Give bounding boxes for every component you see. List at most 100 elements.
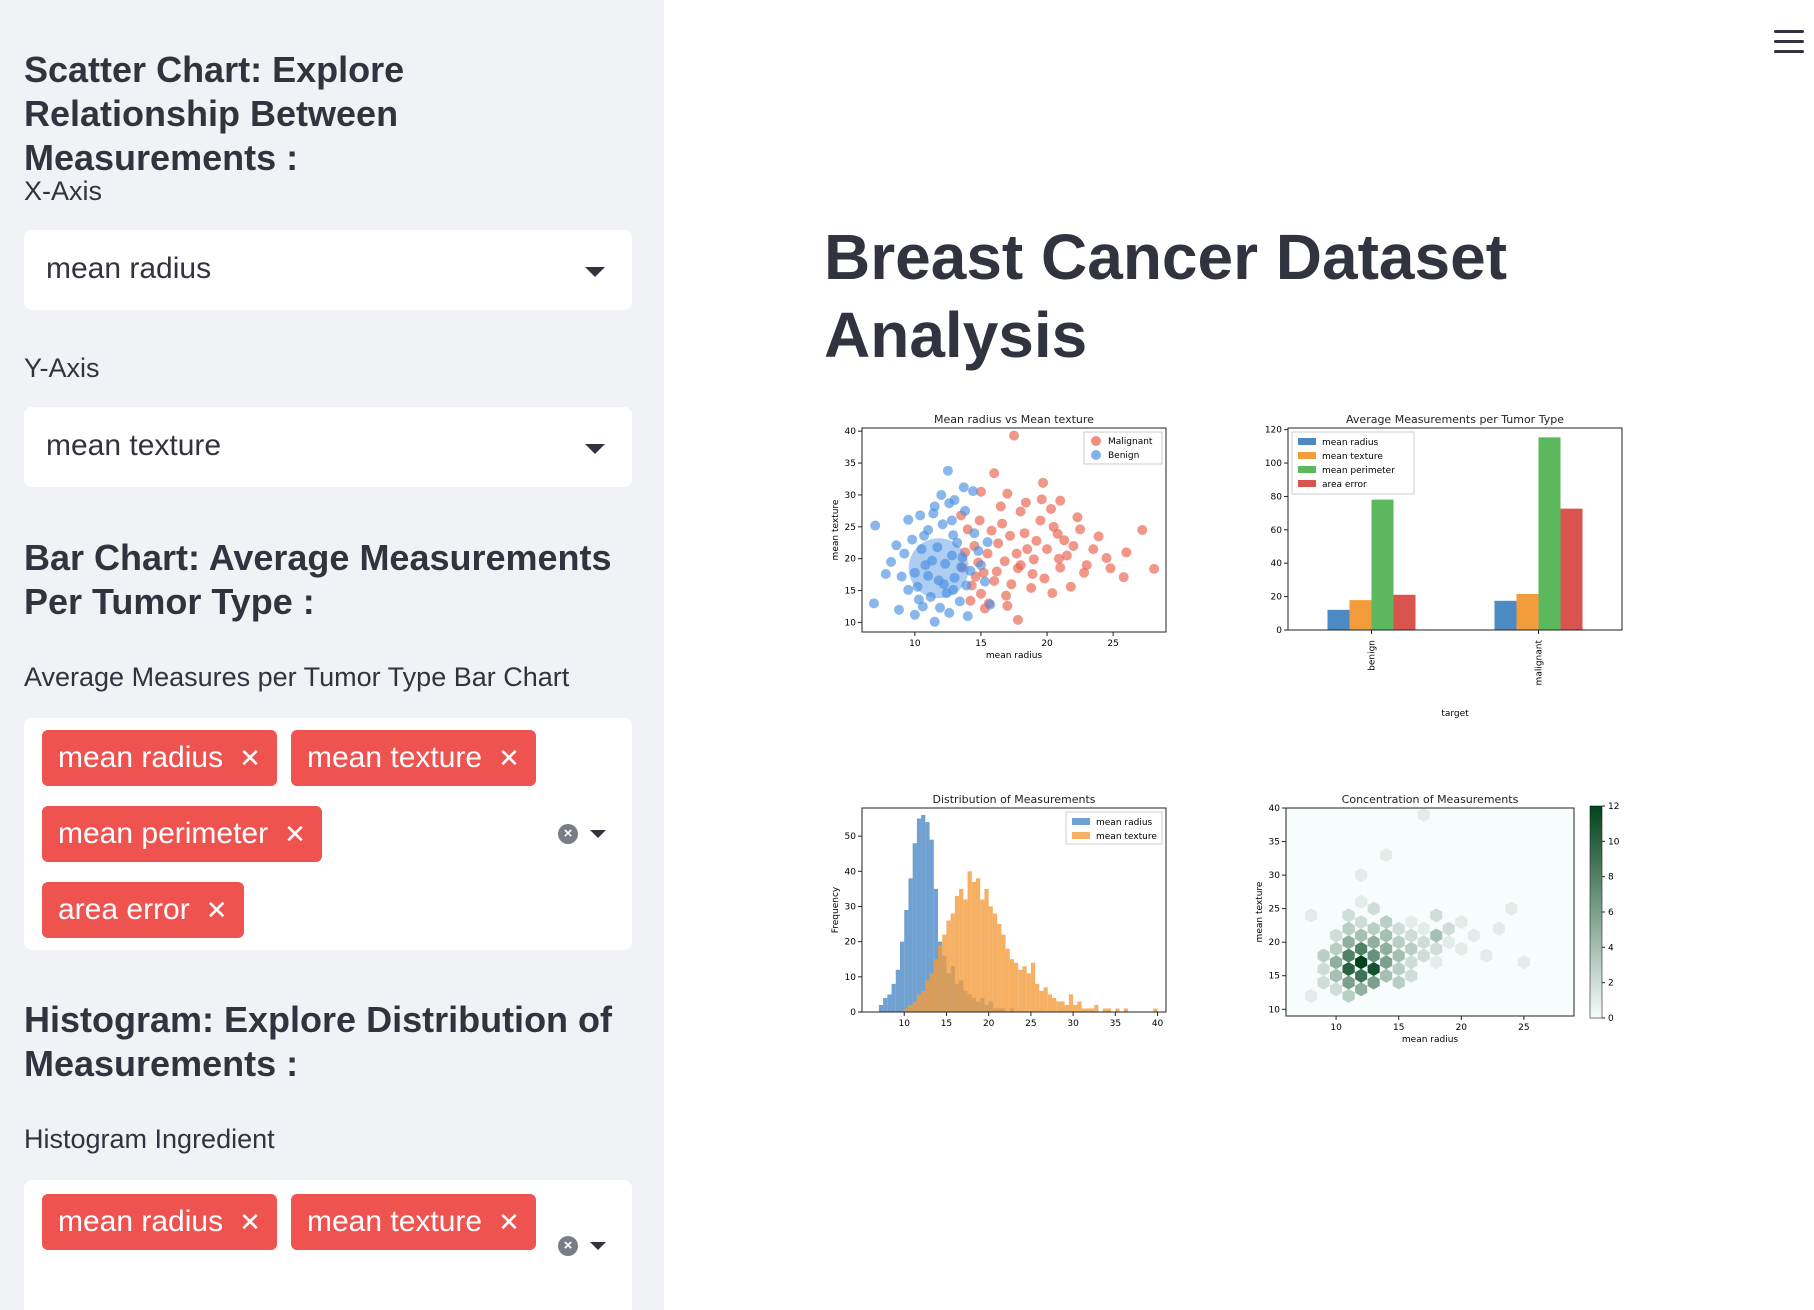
histogram-bin	[1073, 1004, 1078, 1012]
legend-marker	[1072, 818, 1090, 825]
histogram-bin	[1030, 962, 1036, 1012]
x-axis-select[interactable]: mean radius	[24, 230, 632, 310]
chip-mean-perimeter[interactable]: mean perimeter ✕	[42, 806, 322, 862]
bar	[1560, 508, 1583, 630]
data-point	[1036, 494, 1047, 505]
x-axis-label: mean radius	[1402, 1035, 1459, 1045]
data-point	[991, 566, 1002, 577]
y-tick-label: 100	[1265, 459, 1282, 469]
scatter-chart: Mean radius vs Mean texture 10 15 20 25 10 15 2…	[831, 413, 1167, 661]
histogram-bin	[921, 815, 926, 1012]
hist-multiselect[interactable]: mean radius ✕ mean texture ✕ ×	[24, 1180, 632, 1310]
y-tick-label: 60	[1271, 526, 1283, 536]
chip-mean-radius[interactable]: mean radius ✕	[42, 730, 277, 786]
hex-bin	[1355, 982, 1368, 997]
remove-icon[interactable]: ✕	[239, 1207, 261, 1237]
data-point	[891, 540, 902, 551]
histogram-bin	[967, 871, 972, 1012]
data-point	[1002, 488, 1013, 499]
hex-bin	[1405, 968, 1418, 983]
sidebar: Scatter Chart: Explore Relationship Betw…	[0, 0, 664, 1310]
chip-label: mean texture	[307, 1205, 483, 1238]
data-point	[1022, 544, 1033, 555]
histogram-bin	[1014, 962, 1019, 1012]
data-point	[1020, 497, 1031, 508]
plot-frame	[861, 807, 1167, 1013]
chevron-down-icon[interactable]	[585, 267, 605, 277]
data-point	[986, 525, 997, 536]
data-point	[1048, 521, 1059, 532]
data-point	[942, 465, 953, 476]
hex-bin	[1405, 928, 1418, 943]
colorbar-tick-label: 2	[1608, 979, 1614, 989]
hex-bin	[1355, 915, 1368, 930]
histogram-bin	[1060, 1001, 1065, 1012]
data-point	[927, 555, 938, 566]
histogram-bin	[904, 910, 909, 1012]
legend-marker	[1298, 480, 1316, 487]
colorbar-tick-label: 4	[1608, 943, 1614, 953]
chip-mean-texture[interactable]: mean texture ✕	[291, 1194, 536, 1250]
clear-all-icon[interactable]: ×	[558, 1236, 578, 1256]
legend-marker	[1091, 436, 1101, 446]
data-point	[899, 548, 910, 559]
bar-multiselect[interactable]: mean radius ✕ mean texture ✕ mean perimete…	[24, 718, 632, 950]
y-axis-select[interactable]: mean texture	[24, 407, 632, 487]
chip-mean-radius[interactable]: mean radius ✕	[42, 1194, 277, 1250]
hex-bin	[1380, 941, 1393, 956]
remove-icon[interactable]: ✕	[239, 743, 261, 773]
data-point	[1149, 563, 1160, 574]
remove-icon[interactable]: ✕	[498, 743, 520, 773]
y-tick-label: 40	[845, 867, 857, 877]
y-axis-value: mean texture	[46, 429, 222, 462]
histogram-bin	[891, 983, 896, 1012]
hamburger-icon[interactable]	[1774, 30, 1804, 54]
bar	[1393, 594, 1416, 630]
remove-icon[interactable]: ✕	[284, 819, 306, 849]
y-axis-label: Frequency	[831, 886, 841, 933]
remove-icon[interactable]: ✕	[498, 1207, 520, 1237]
data-point	[1002, 600, 1013, 611]
data-point	[1001, 590, 1012, 601]
histogram-bin	[988, 906, 993, 1012]
data-point	[1075, 524, 1086, 535]
chart-title: Concentration of Measurements	[1342, 793, 1519, 806]
chart-title: Average Measurements per Tumor Type	[1346, 413, 1564, 426]
hex-bin	[1392, 948, 1405, 963]
data-point	[1055, 562, 1066, 573]
x-tick-label: 25	[1025, 1019, 1036, 1029]
histogram-bin	[929, 973, 934, 1012]
chevron-down-icon[interactable]	[590, 1242, 606, 1250]
y-tick-label: 25	[1269, 905, 1280, 915]
hex-bin	[1392, 975, 1405, 990]
histogram-bin	[1106, 1008, 1112, 1012]
chevron-down-icon[interactable]	[590, 830, 606, 838]
data-point	[995, 501, 1006, 512]
plot-frame	[1287, 427, 1623, 631]
bar	[1516, 593, 1539, 630]
legend-label: mean radius	[1322, 438, 1379, 448]
data-point	[903, 514, 914, 525]
hex-bin	[1430, 941, 1443, 956]
histogram-bin	[1005, 948, 1010, 1012]
legend-marker	[1298, 452, 1316, 459]
hex-bin	[1430, 928, 1443, 943]
data-point	[958, 482, 969, 493]
remove-icon[interactable]: ✕	[205, 895, 228, 925]
clear-all-icon[interactable]: ×	[558, 824, 578, 844]
data-point	[934, 602, 945, 613]
hex-bin	[1467, 928, 1480, 943]
colorbar-tick-label: 8	[1608, 873, 1614, 883]
histogram-bin	[1081, 1008, 1086, 1012]
chip-mean-texture[interactable]: mean texture ✕	[291, 730, 536, 786]
chip-area-error[interactable]: area error ✕	[42, 882, 244, 938]
data-point	[940, 558, 951, 569]
x-tick-label: 25	[1518, 1023, 1529, 1033]
hex-bin	[1355, 968, 1368, 983]
y-tick-label: 30	[1269, 871, 1281, 881]
histogram-bin	[908, 1004, 913, 1012]
chevron-down-icon[interactable]	[585, 444, 605, 454]
histogram-bin	[908, 878, 913, 1012]
data-point	[1015, 560, 1026, 571]
histogram-bin	[921, 990, 926, 1012]
